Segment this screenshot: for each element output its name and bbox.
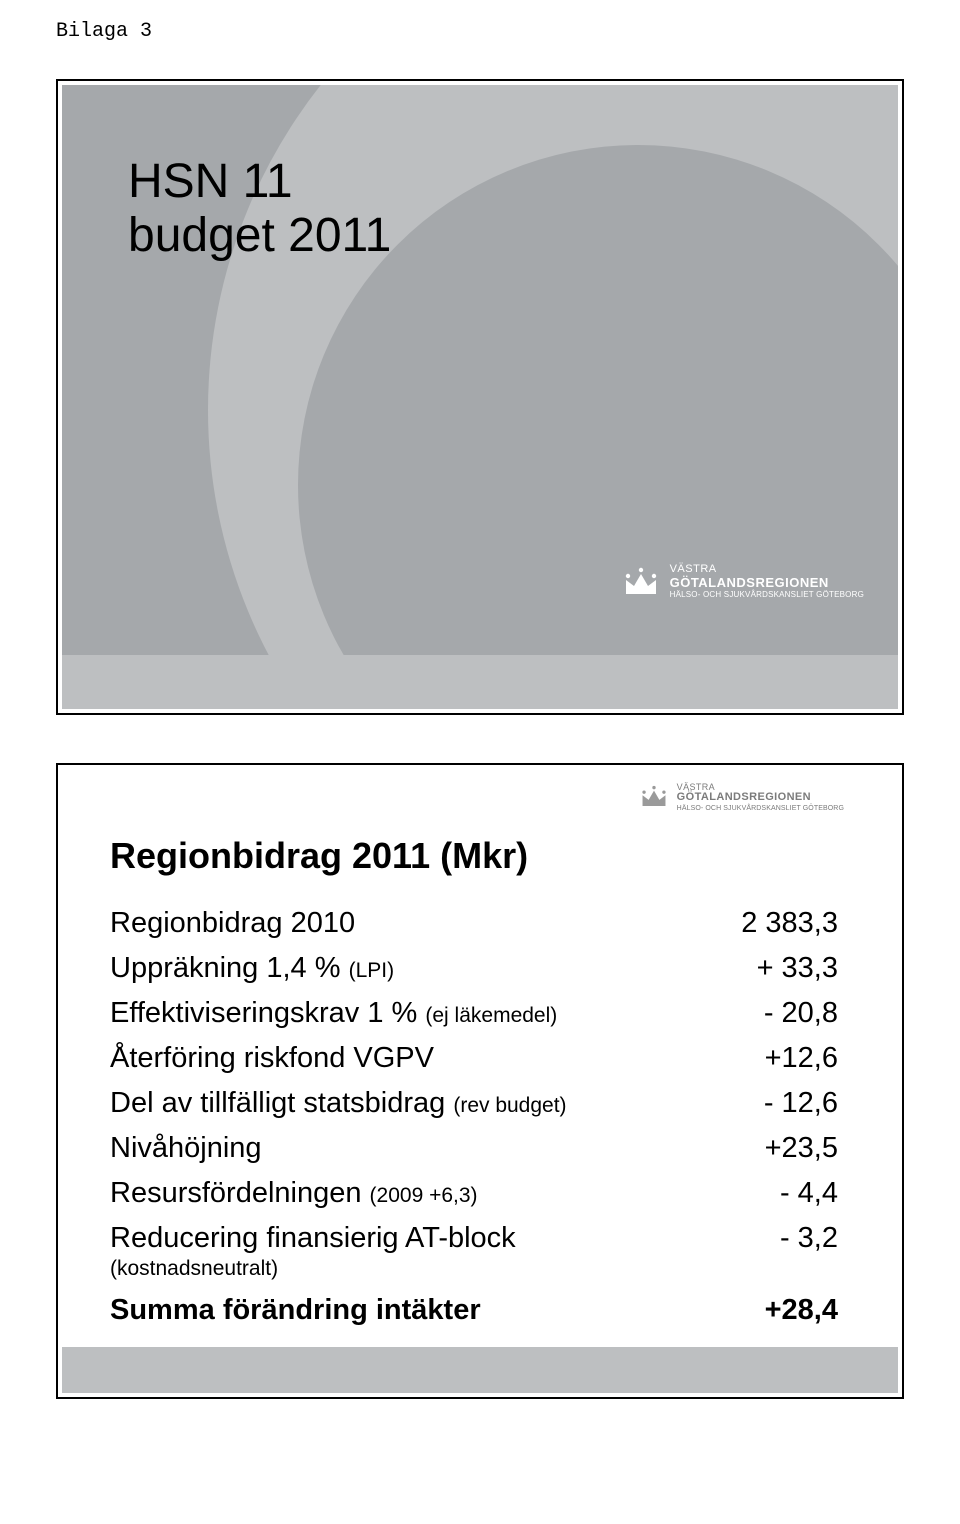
row-sublabel: (2009 +6,3) bbox=[370, 1184, 478, 1207]
logo-text: VÄSTRA GÖTALANDSREGIONEN HÄLSO- OCH SJUK… bbox=[670, 564, 864, 599]
sum-row: Summa förändring intäkter +28,4 bbox=[110, 1288, 838, 1333]
row-sublabel: (rev budget) bbox=[453, 1094, 566, 1117]
slide-title-text: HSN 11 budget 2011 bbox=[128, 155, 391, 263]
row-label: Nivåhöjning bbox=[110, 1126, 745, 1171]
budget-row: Effektiviseringskrav 1 % (ej läkemedel)-… bbox=[110, 991, 838, 1036]
row-label: Del av tillfälligt statsbidrag (rev budg… bbox=[110, 1081, 744, 1126]
row-value: 2 383,3 bbox=[721, 901, 838, 946]
footer-band bbox=[62, 1347, 898, 1393]
row-label: Effektiviseringskrav 1 % (ej läkemedel) bbox=[110, 991, 744, 1036]
budget-row: Regionbidrag 20102 383,3 bbox=[110, 901, 838, 946]
slide-title: HSN 11 budget 2011 VÄSTRA GÖTALANDSREGIO… bbox=[56, 79, 904, 715]
budget-row: Resursfördelningen (2009 +6,3)- 4,4 bbox=[110, 1171, 838, 1216]
budget-row: Återföring riskfond VGPV+12,6 bbox=[110, 1036, 838, 1081]
budget-row: Del av tillfälligt statsbidrag (rev budg… bbox=[110, 1081, 838, 1126]
logo-line3: HÄLSO- OCH SJUKVÅRDSKANSLIET GÖTEBORG bbox=[677, 805, 844, 812]
region-logo-small: VÄSTRA GÖTALANDSREGIONEN HÄLSO- OCH SJUK… bbox=[639, 783, 844, 812]
budget-row: Nivåhöjning+23,5 bbox=[110, 1126, 838, 1171]
sum-value: +28,4 bbox=[745, 1288, 838, 1333]
top-label: Bilaga 3 bbox=[56, 20, 904, 43]
row-label: Regionbidrag 2010 bbox=[110, 901, 721, 946]
row-sublabel: (ej läkemedel) bbox=[425, 1004, 557, 1027]
row-sublabel: (LPI) bbox=[349, 959, 395, 982]
budget-row: Reducering finansierig AT-block- 3,2 bbox=[110, 1216, 838, 1261]
document-page: Bilaga 3 HSN 11 budget 2011 VÄSTRA GÖ bbox=[0, 0, 960, 1503]
sum-label: Summa förändring intäkter bbox=[110, 1288, 745, 1333]
content-block: Regionbidrag 2011 (Mkr) Regionbidrag 201… bbox=[110, 835, 838, 1333]
row-label: Resursfördelningen (2009 +6,3) bbox=[110, 1171, 760, 1216]
row-label: Reducering finansierig AT-block bbox=[110, 1216, 760, 1261]
content-heading: Regionbidrag 2011 (Mkr) bbox=[110, 835, 838, 877]
row-value: - 20,8 bbox=[744, 991, 838, 1036]
slide-inner: VÄSTRA GÖTALANDSREGIONEN HÄLSO- OCH SJUK… bbox=[62, 769, 898, 1393]
logo-text: VÄSTRA GÖTALANDSREGIONEN HÄLSO- OCH SJUK… bbox=[677, 783, 844, 812]
logo-line3: HÄLSO- OCH SJUKVÅRDSKANSLIET GÖTEBORG bbox=[670, 591, 864, 599]
crown-icon bbox=[622, 564, 660, 598]
row-value: - 12,6 bbox=[744, 1081, 838, 1126]
title-line-1: HSN 11 bbox=[128, 155, 391, 209]
row-label: Uppräkning 1,4 % (LPI) bbox=[110, 946, 737, 991]
crown-icon bbox=[639, 783, 669, 809]
row-value: - 4,4 bbox=[760, 1171, 838, 1216]
budget-rows: Regionbidrag 20102 383,3Uppräkning 1,4 %… bbox=[110, 901, 838, 1261]
row-value: - 3,2 bbox=[760, 1216, 838, 1261]
budget-row: Uppräkning 1,4 % (LPI)+ 33,3 bbox=[110, 946, 838, 991]
logo-line2: GÖTALANDSREGIONEN bbox=[670, 576, 864, 590]
slide-content: VÄSTRA GÖTALANDSREGIONEN HÄLSO- OCH SJUK… bbox=[56, 763, 904, 1399]
region-logo: VÄSTRA GÖTALANDSREGIONEN HÄLSO- OCH SJUK… bbox=[622, 564, 864, 599]
slide-inner: HSN 11 budget 2011 VÄSTRA GÖTALANDSREGIO… bbox=[62, 85, 898, 709]
logo-line2: GÖTALANDSREGIONEN bbox=[677, 792, 844, 804]
title-line-2: budget 2011 bbox=[128, 209, 391, 263]
row-label: Återföring riskfond VGPV bbox=[110, 1036, 745, 1081]
row-value: +12,6 bbox=[745, 1036, 838, 1081]
row-value: +23,5 bbox=[745, 1126, 838, 1171]
row-value: + 33,3 bbox=[737, 946, 838, 991]
footer-band bbox=[62, 655, 898, 709]
